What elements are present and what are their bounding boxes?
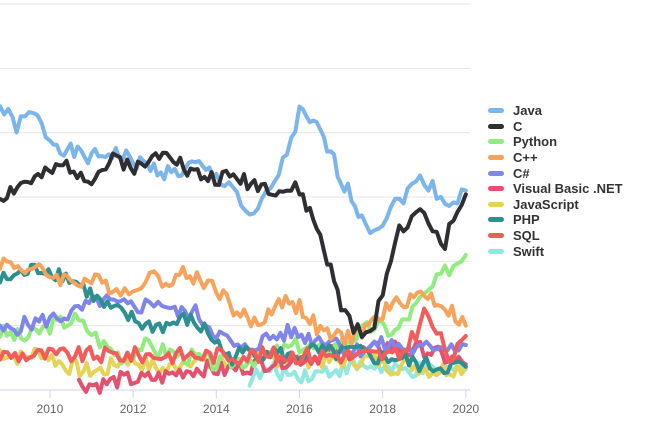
legend: Java C Python C++ C# Visual Basic .NET JavaScr… — [488, 103, 648, 259]
legend-item-swift[interactable]: Swift — [488, 243, 648, 259]
legend-item-javascript[interactable]: JavaScript — [488, 197, 648, 213]
series-line-visual-basic-net[interactable] — [77, 339, 468, 395]
series-line-c-[interactable] — [0, 293, 468, 359]
gridlines — [0, 3, 470, 391]
legend-item-sql[interactable]: SQL — [488, 228, 648, 244]
legend-swatch-c- — [488, 170, 504, 176]
legend-swatch-visual-basic-net — [488, 186, 504, 192]
legend-item-python[interactable]: Python — [488, 134, 648, 150]
legend-swatch-c- — [488, 155, 504, 161]
legend-swatch-php — [488, 217, 504, 223]
legend-label-c-: C++ — [513, 150, 538, 166]
legend-label-javascript: JavaScript — [513, 196, 579, 212]
x-tick-label-2014: 2014 — [203, 402, 230, 416]
legend-swatch-c — [488, 123, 504, 129]
series-line-c[interactable] — [0, 150, 468, 339]
series-line-c-[interactable] — [0, 256, 468, 347]
x-axis: 2010 2012 2014 2016 2018 2020 — [0, 389, 480, 416]
legend-swatch-javascript — [488, 201, 504, 207]
legend-label-c-: C# — [513, 165, 530, 181]
x-tick-label-2018: 2018 — [369, 402, 396, 416]
legend-item-php[interactable]: PHP — [488, 212, 648, 228]
legend-label-c: C — [513, 118, 523, 134]
legend-label-swift: Swift — [513, 243, 545, 259]
legend-item-visual-basic-net[interactable]: Visual Basic .NET — [488, 181, 648, 197]
legend-swatch-swift — [488, 248, 504, 254]
legend-item-c-[interactable]: C++ — [488, 150, 648, 166]
x-tick-label-2012: 2012 — [120, 402, 147, 416]
legend-swatch-sql — [488, 233, 504, 239]
legend-item-c[interactable]: C — [488, 119, 648, 135]
series-line-python[interactable] — [0, 252, 468, 372]
legend-label-sql: SQL — [513, 228, 540, 244]
legend-swatch-java — [488, 108, 504, 114]
legend-label-php: PHP — [513, 212, 540, 228]
series-line-java[interactable] — [0, 104, 468, 236]
legend-label-java: Java — [513, 103, 542, 119]
legend-item-java[interactable]: Java — [488, 103, 648, 119]
x-tick-label-2010: 2010 — [37, 402, 64, 416]
legend-item-c-[interactable]: C# — [488, 165, 648, 181]
legend-label-visual-basic-net: Visual Basic .NET — [513, 181, 623, 197]
legend-label-python: Python — [513, 134, 558, 150]
series-lines — [0, 104, 468, 395]
x-tick-label-2016: 2016 — [286, 402, 313, 416]
legend-swatch-python — [488, 139, 504, 145]
series-line-sql[interactable] — [0, 306, 468, 366]
x-tick-label-2020: 2020 — [452, 402, 479, 416]
